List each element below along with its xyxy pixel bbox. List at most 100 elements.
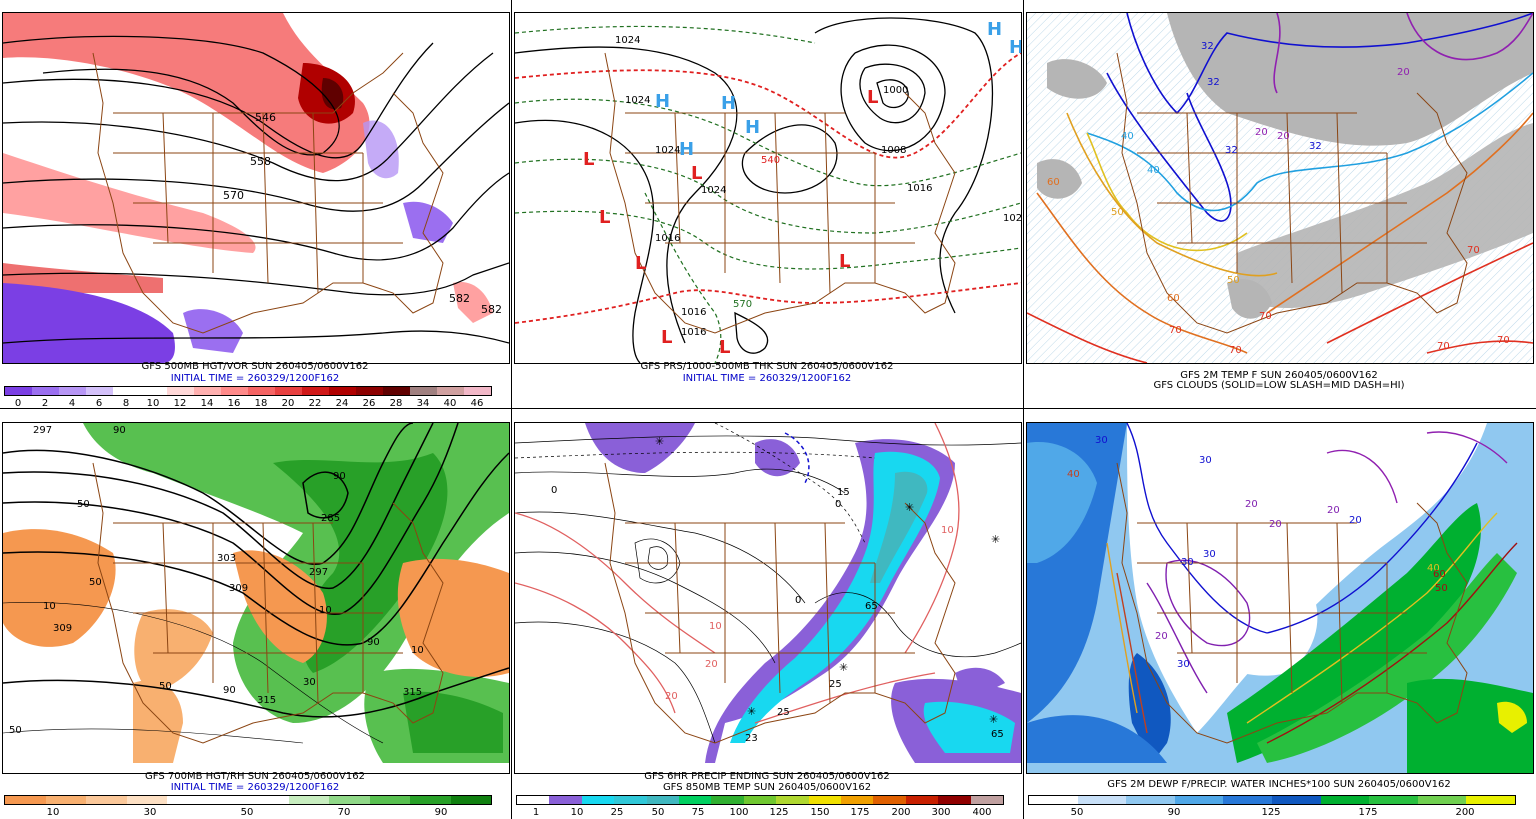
thickness-label: 540 bbox=[761, 155, 780, 166]
isobar-label: 102 bbox=[1003, 213, 1021, 224]
legend-tick-label: 28 bbox=[389, 398, 403, 409]
legend-swatch bbox=[1077, 796, 1127, 804]
initial-time: INITIAL TIME = 260329/1200F162 bbox=[170, 373, 340, 384]
legend-swatch bbox=[450, 796, 491, 804]
legend-swatch bbox=[5, 387, 32, 395]
dewpoint-label: 40 bbox=[1427, 563, 1440, 574]
contour-label: 582 bbox=[449, 292, 470, 305]
height-label: 309 bbox=[229, 583, 248, 594]
legend-ticks: 10 30 50 70 90 bbox=[4, 807, 492, 819]
legend-tick-label: 175 bbox=[1358, 807, 1378, 818]
low-pressure-symbol: L bbox=[719, 337, 730, 358]
isotherm-label: 20 bbox=[1397, 67, 1410, 78]
dewpoint-label: 30 bbox=[1177, 659, 1190, 670]
dewpoint-label: 20 bbox=[1155, 631, 1168, 642]
legend-tick-label: 70 bbox=[337, 807, 351, 818]
temp-label: 20 bbox=[665, 691, 678, 702]
rh-label: 10 bbox=[43, 601, 56, 612]
dewpoint-label: 30 bbox=[1095, 435, 1108, 446]
legend-tick-label: 1 bbox=[532, 807, 540, 818]
legend-swatch bbox=[59, 387, 86, 395]
legend-swatch bbox=[1271, 796, 1321, 804]
snow-marker-icon: ✳ bbox=[989, 713, 998, 726]
legend-tick-label: 34 bbox=[416, 398, 430, 409]
legend-swatch bbox=[302, 387, 329, 395]
isobar-label: 1024 bbox=[655, 145, 680, 156]
legend-tick-label: 20 bbox=[281, 398, 295, 409]
legend-tick-label: 2 bbox=[41, 398, 49, 409]
legend-swatch bbox=[1369, 796, 1418, 804]
height-label: 297 bbox=[309, 567, 328, 578]
legend-tick-label: 46 bbox=[470, 398, 484, 409]
rh-label: 90 bbox=[333, 471, 346, 482]
legend-swatch bbox=[711, 796, 744, 804]
horizontal-divider bbox=[0, 408, 1536, 409]
precip-label: 65 bbox=[991, 729, 1004, 740]
isotherm-label: 32 bbox=[1309, 141, 1322, 152]
isobar-label: 1024 bbox=[701, 185, 726, 196]
panel-500mb-vorticity: 546 558 570 582 582 GFS 500MB HGT/VOR SU… bbox=[0, 0, 510, 410]
panel-pressure-thickness: 1024 1024 1024 1024 1016 1016 1016 1008 … bbox=[512, 0, 1022, 407]
legend-swatch bbox=[167, 796, 208, 804]
panel-2m-temperature-clouds: 32 32 32 32 20 20 20 40 40 50 50 60 60 7… bbox=[1024, 0, 1534, 407]
height-label: 309 bbox=[53, 623, 72, 634]
legend-swatch bbox=[126, 796, 167, 804]
legend-swatch bbox=[808, 796, 842, 804]
isotherm-label: 70 bbox=[1259, 311, 1272, 322]
isobar-label: 1000 bbox=[883, 85, 908, 96]
legend-tick-label: 0 bbox=[14, 398, 22, 409]
legend-ticks: 1 10 25 50 75 100 125 150 175 200 300 400 bbox=[516, 807, 1004, 819]
snow-marker-icon: ✳ bbox=[991, 533, 1000, 546]
low-pressure-symbol: L bbox=[661, 327, 672, 348]
legend-swatch bbox=[679, 796, 712, 804]
legend-tick-label: 150 bbox=[810, 807, 830, 818]
legend-tick-label: 40 bbox=[443, 398, 457, 409]
legend-swatch bbox=[1029, 796, 1078, 804]
high-pressure-symbol: H bbox=[679, 139, 694, 160]
legend-swatch bbox=[938, 796, 971, 804]
rh-label: 30 bbox=[303, 677, 316, 688]
panel-700mb-humidity: 297 285 297 303 309 309 315 315 50 50 50… bbox=[0, 410, 510, 819]
precip-label: 23 bbox=[745, 733, 758, 744]
rh-label: 90 bbox=[223, 685, 236, 696]
vertical-divider-1 bbox=[511, 0, 512, 819]
low-pressure-symbol: L bbox=[867, 87, 878, 108]
legend-swatch bbox=[410, 796, 451, 804]
isotherm-label: 70 bbox=[1497, 335, 1510, 346]
dewpoint-map: 30 30 30 30 20 20 20 20 40 40 50 60 20 3… bbox=[1026, 422, 1534, 774]
legend-swatch bbox=[1417, 796, 1467, 804]
panel-title: GFS 6HR PRECIP ENDING SUN 260405/0600V16… bbox=[644, 771, 890, 782]
temp-label: 0 bbox=[551, 485, 557, 496]
legend-tick-label: 12 bbox=[173, 398, 187, 409]
high-pressure-symbol: H bbox=[745, 117, 760, 138]
legend-tick-label: 6 bbox=[95, 398, 103, 409]
legend-tick-label: 18 bbox=[254, 398, 268, 409]
isotherm-label: 32 bbox=[1225, 145, 1238, 156]
legend-swatch bbox=[329, 387, 356, 395]
temp-label: 0 bbox=[835, 499, 841, 510]
legend-swatch bbox=[970, 796, 1004, 804]
legend-swatch bbox=[1223, 796, 1272, 804]
contour-label: 546 bbox=[255, 111, 276, 124]
rh-label: 10 bbox=[411, 645, 424, 656]
legend-swatch bbox=[248, 387, 275, 395]
legend-tick-label: 300 bbox=[931, 807, 951, 818]
dewpoint-label: 30 bbox=[1203, 549, 1216, 560]
panel-subtitle: GFS CLOUDS (SOLID=LOW SLASH=MID DASH=HI) bbox=[1153, 380, 1405, 391]
isotherm-label: 60 bbox=[1167, 293, 1180, 304]
legend-swatch bbox=[614, 796, 647, 804]
legend-swatch bbox=[437, 387, 464, 395]
snow-marker-icon: ✳ bbox=[747, 705, 756, 718]
isotherm-label: 70 bbox=[1467, 245, 1480, 256]
isotherm-label: 70 bbox=[1169, 325, 1182, 336]
legend-tick-label: 75 bbox=[691, 807, 705, 818]
precip-label: 25 bbox=[777, 707, 790, 718]
legend-swatch bbox=[776, 796, 809, 804]
legend-tick-label: 90 bbox=[1167, 807, 1181, 818]
height-label: 315 bbox=[257, 695, 276, 706]
legend-swatch bbox=[646, 796, 680, 804]
legend-ticks: 0 2 4 6 8 10 12 14 16 18 20 22 24 26 28 34 40 46 bbox=[4, 398, 492, 410]
isobar-label: 1016 bbox=[681, 327, 706, 338]
isobar-label: 1016 bbox=[655, 233, 680, 244]
legend-swatch bbox=[743, 796, 777, 804]
